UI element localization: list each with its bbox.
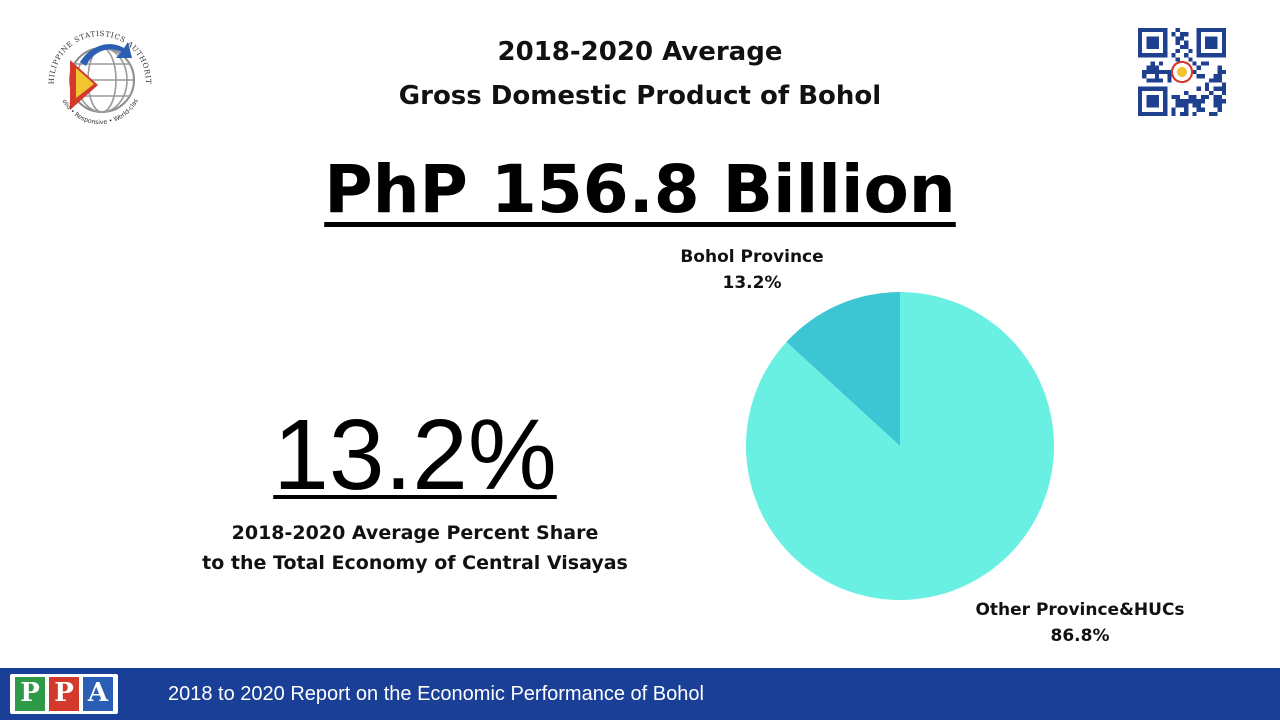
pie-label-other-value: 86.8% [1050,626,1110,646]
pie-label-bohol: Bohol Province 13.2% [652,244,852,296]
gdp-value: PhP 156.8 Billion [324,151,956,228]
pie-label-other: Other Province&HUCs 86.8% [960,597,1200,649]
slide-title: 2018-2020 Average Gross Domestic Product… [320,30,960,118]
footer-bar: P P A 2018 to 2020 Report on the Economi… [0,668,1280,720]
share-value: 13.2% [273,399,557,511]
share-value-block: 13.2% [190,395,640,515]
share-caption-line-1: 2018-2020 Average Percent Share [231,522,599,544]
pie-slice-other [746,292,1054,600]
psa-seal-icon: PHILIPPINE STATISTICS AUTHORITY Solid • … [40,18,152,126]
title-line-1: 2018-2020 Average [497,37,783,67]
ppa-logo-letter-3: A [83,677,113,711]
footer-report-title: 2018 to 2020 Report on the Economic Perf… [168,683,704,705]
ppa-logo-letter-1: P [15,677,45,711]
share-caption: 2018-2020 Average Percent Share to the T… [170,518,660,578]
gdp-headline: PhP 156.8 Billion [200,140,1080,240]
pie-chart [746,292,1054,600]
qr-code-icon[interactable] [1138,28,1226,116]
pie-label-bohol-value: 13.2% [722,273,782,293]
pie-label-bohol-name: Bohol Province [680,247,824,267]
pie-slice-bohol [786,292,900,446]
title-line-2: Gross Domestic Product of Bohol [398,81,882,111]
ppa-logo: P P A [10,674,118,714]
ppa-logo-letter-2: P [49,677,79,711]
share-caption-line-2: to the Total Economy of Central Visayas [202,552,628,574]
pie-label-other-name: Other Province&HUCs [975,600,1185,620]
